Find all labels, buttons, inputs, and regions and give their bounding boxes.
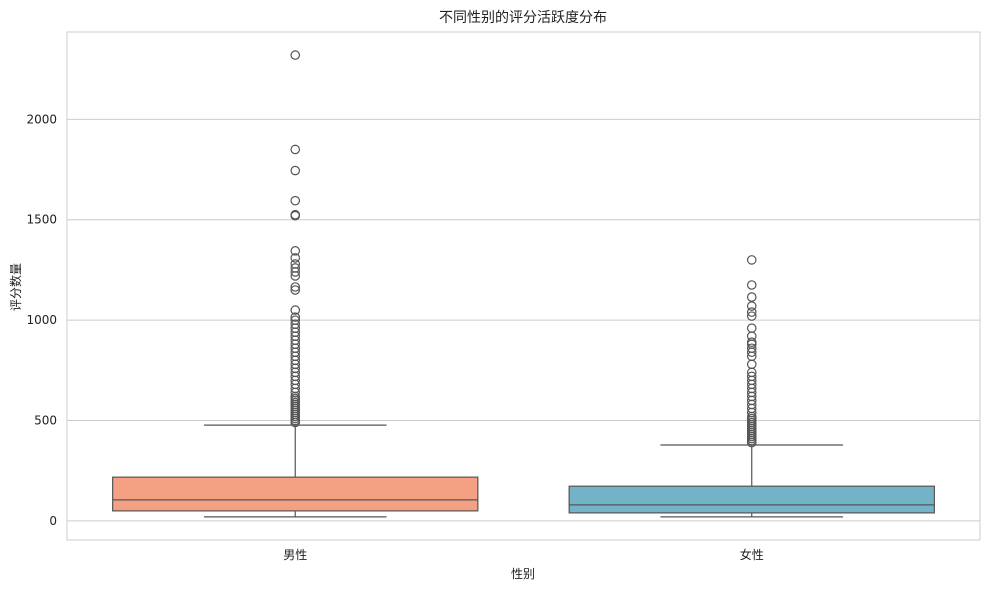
outlier-point xyxy=(290,165,301,176)
x-tick-label: 女性 xyxy=(740,547,764,562)
outlier-point xyxy=(290,209,301,220)
iqr-box xyxy=(112,476,479,512)
box-male xyxy=(112,50,479,518)
outlier-point xyxy=(290,195,301,206)
outlier-point xyxy=(290,312,301,322)
outlier-point xyxy=(746,359,757,370)
iqr-box xyxy=(568,485,935,514)
x-axis-label: 性别 xyxy=(511,567,535,581)
outlier-point xyxy=(746,280,757,290)
outlier-point xyxy=(290,246,301,256)
y-tick-label: 2000 xyxy=(26,112,57,126)
y-tick-label: 0 xyxy=(49,514,57,528)
outlier-point xyxy=(290,253,301,263)
y-tick-label: 1500 xyxy=(26,213,57,227)
outlier-point xyxy=(746,331,757,341)
grid-lines xyxy=(67,118,980,522)
outlier-point xyxy=(746,307,757,317)
outlier-point xyxy=(290,319,301,329)
outlier-point xyxy=(746,371,757,382)
outlier-point xyxy=(290,263,301,273)
outlier-point xyxy=(746,255,757,265)
y-tick-label: 1000 xyxy=(26,313,57,327)
outlier-point xyxy=(290,305,301,315)
outlier-point xyxy=(290,315,301,325)
y-tick-label: 500 xyxy=(34,414,57,428)
box-female xyxy=(568,255,935,518)
outlier-point xyxy=(290,50,301,60)
outlier-point xyxy=(290,282,301,292)
x-tick-label: 男性 xyxy=(283,548,307,562)
outlier-point xyxy=(746,292,757,302)
outlier-point xyxy=(746,323,757,333)
boxes-layer xyxy=(112,50,935,518)
outlier-point xyxy=(746,337,757,348)
outlier-point xyxy=(746,343,757,354)
y-axis-label: 评分数量 xyxy=(8,263,23,311)
plot-area-frame xyxy=(66,31,981,541)
chart-title: 不同性别的评分活跃度分布 xyxy=(439,10,607,26)
outlier-point xyxy=(746,301,757,311)
y-tick-labels: 0 500 1000 1500 2000 xyxy=(26,112,57,528)
outlier-point xyxy=(290,144,301,155)
outlier-point xyxy=(290,259,301,269)
outlier-point xyxy=(746,311,757,321)
x-tick-labels: 男性 女性 xyxy=(283,547,764,562)
outlier-point xyxy=(290,285,301,295)
